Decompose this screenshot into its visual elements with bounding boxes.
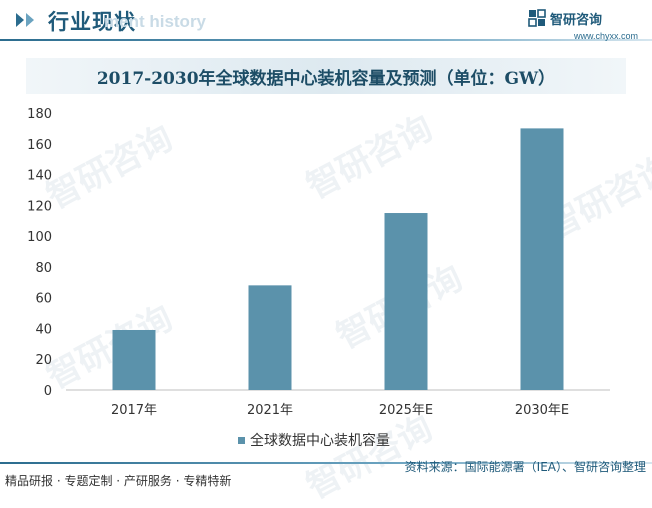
page-header: 行业现状 ment history: [0, 0, 652, 48]
bar: [112, 329, 156, 390]
chart-title-band: 2017-2030年全球数据中心装机容量及预测（单位：GW）: [26, 58, 626, 94]
y-tick-label: 20: [35, 353, 52, 368]
y-tick-label: 80: [35, 261, 52, 276]
x-tick-label: 2025年E: [379, 403, 433, 418]
brand-url: www.chyxx.com: [573, 31, 638, 41]
bar: [520, 128, 564, 390]
y-tick-label: 60: [35, 292, 52, 307]
bar: [248, 285, 292, 390]
chart-legend: 全球数据中心装机容量: [238, 430, 390, 450]
double-chevron-icon: [16, 13, 34, 27]
page-footer: 精品研报 · 专题定制 · 产研服务 · 专精特新 资料来源：国际能源署（IEA…: [0, 460, 652, 492]
x-tick-label: 2021年: [247, 403, 293, 418]
y-tick-label: 100: [27, 230, 52, 245]
y-tick-label: 140: [27, 169, 52, 184]
y-tick-label: 40: [35, 322, 52, 337]
footer-tagline: 精品研报 · 专题定制 · 产研服务 · 专精特新: [5, 474, 232, 488]
footer-source: 资料来源：国际能源署（IEA）、智研咨询整理: [404, 460, 646, 474]
x-tick-label: 2030年E: [515, 403, 569, 418]
legend-label: 全球数据中心装机容量: [250, 433, 390, 449]
section-title: 行业现状: [48, 10, 136, 34]
brand-name: 智研咨询: [550, 13, 603, 28]
y-tick-label: 160: [27, 138, 52, 153]
y-tick-label: 0: [44, 384, 52, 399]
chart-title: 2017-2030年全球数据中心装机容量及预测（单位：GW）: [96, 68, 556, 89]
bar-chart: 0 20 40 60 80 100 120 140 160 180 2017年 2021年 2025年E…: [27, 107, 610, 418]
brand-logo-icon: [528, 9, 546, 27]
bar: [384, 213, 428, 390]
y-tick-label: 180: [27, 107, 52, 122]
footer-divider: [0, 462, 652, 464]
x-tick-label: 2017年: [111, 403, 157, 418]
section-watermark: ment history: [104, 12, 207, 31]
y-tick-label: 120: [27, 199, 52, 214]
brand-block: 智研咨询 www.chyxx.com: [528, 6, 638, 44]
legend-swatch: [238, 436, 245, 444]
header-divider: [0, 39, 652, 41]
